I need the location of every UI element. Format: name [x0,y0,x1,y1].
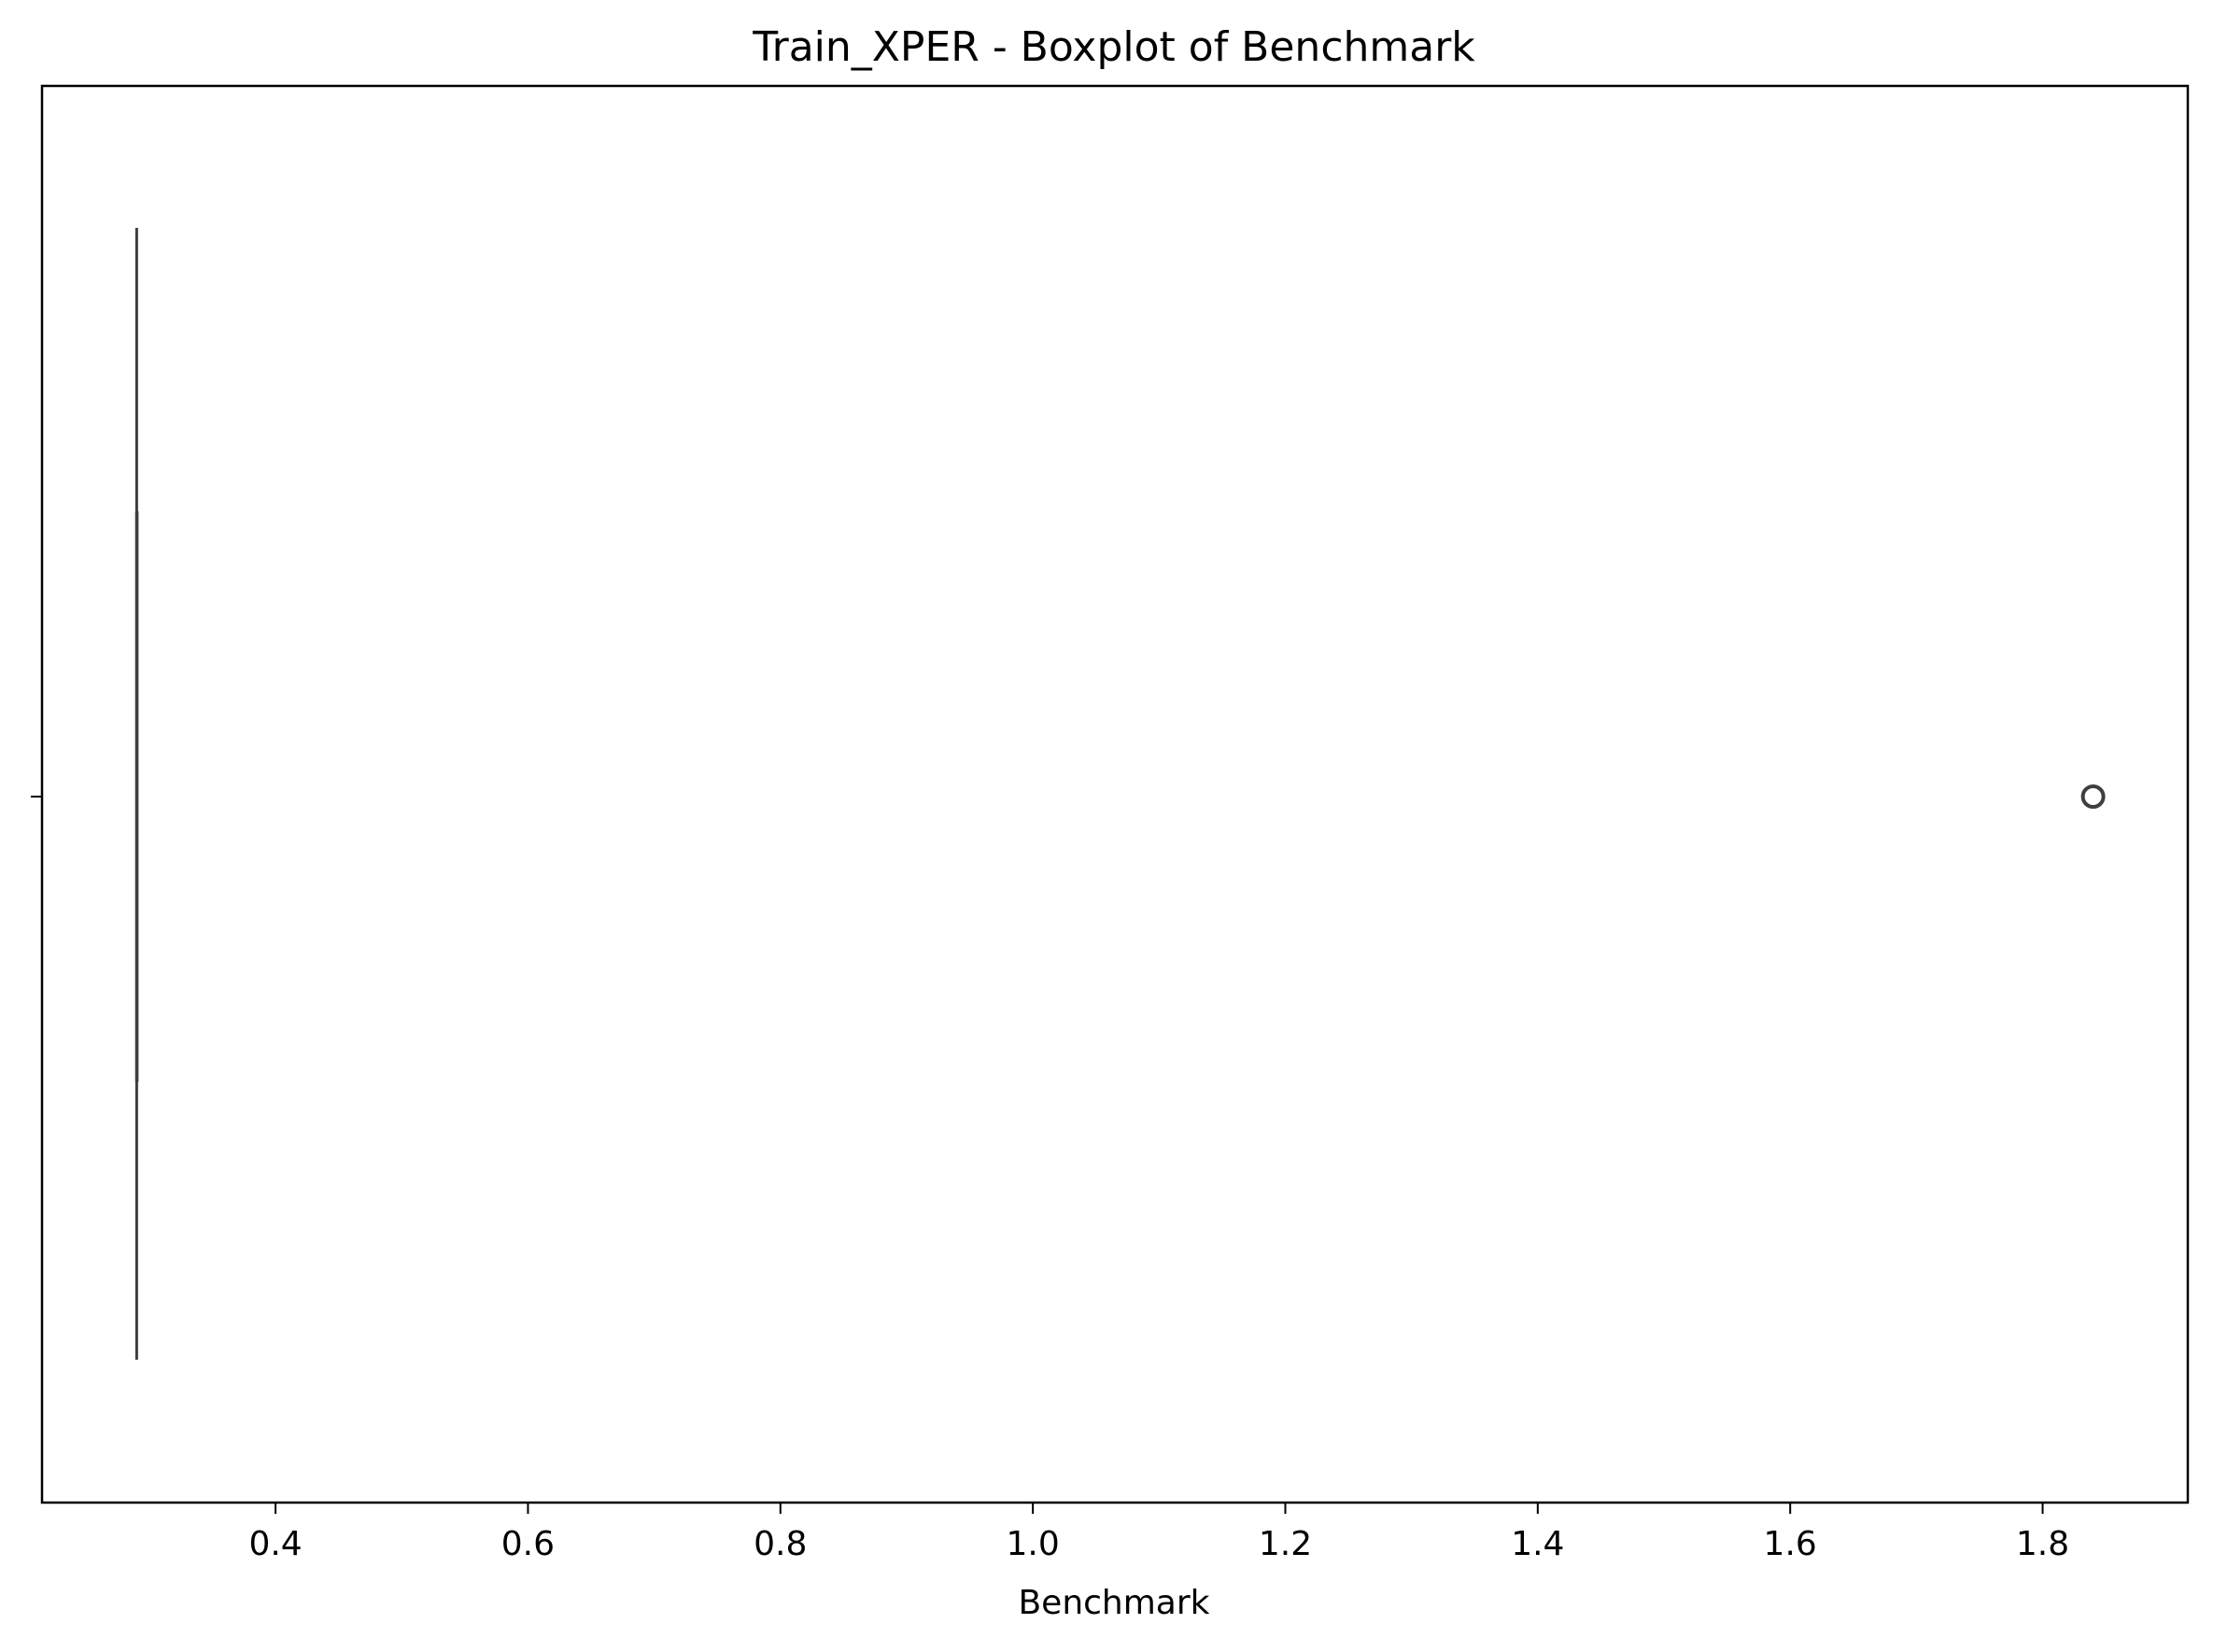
plot-area-frame [40,84,2190,1504]
box-layer [134,228,2106,1360]
x-tick-label: 1.8 [2016,1525,2069,1563]
x-tick-label: 0.6 [501,1525,555,1563]
x-axis-label: Benchmark [1018,1584,1209,1622]
x-tick-label: 1.0 [1007,1525,1060,1563]
outlier-point [2080,784,2106,809]
x-tick-label: 1.2 [1259,1525,1312,1563]
chart-title: Train_XPER - Boxplot of Benchmark [752,23,1475,71]
x-tick-label: 0.8 [754,1525,807,1563]
x-axis-ticks: 0.4 0.6 0.8 1.0 1.2 1.4 1.6 1.8 [248,1503,2069,1563]
x-tick-label: 1.6 [1764,1525,1817,1563]
x-tick-label: 0.4 [248,1525,302,1563]
x-tick-label: 1.4 [1511,1525,1564,1563]
